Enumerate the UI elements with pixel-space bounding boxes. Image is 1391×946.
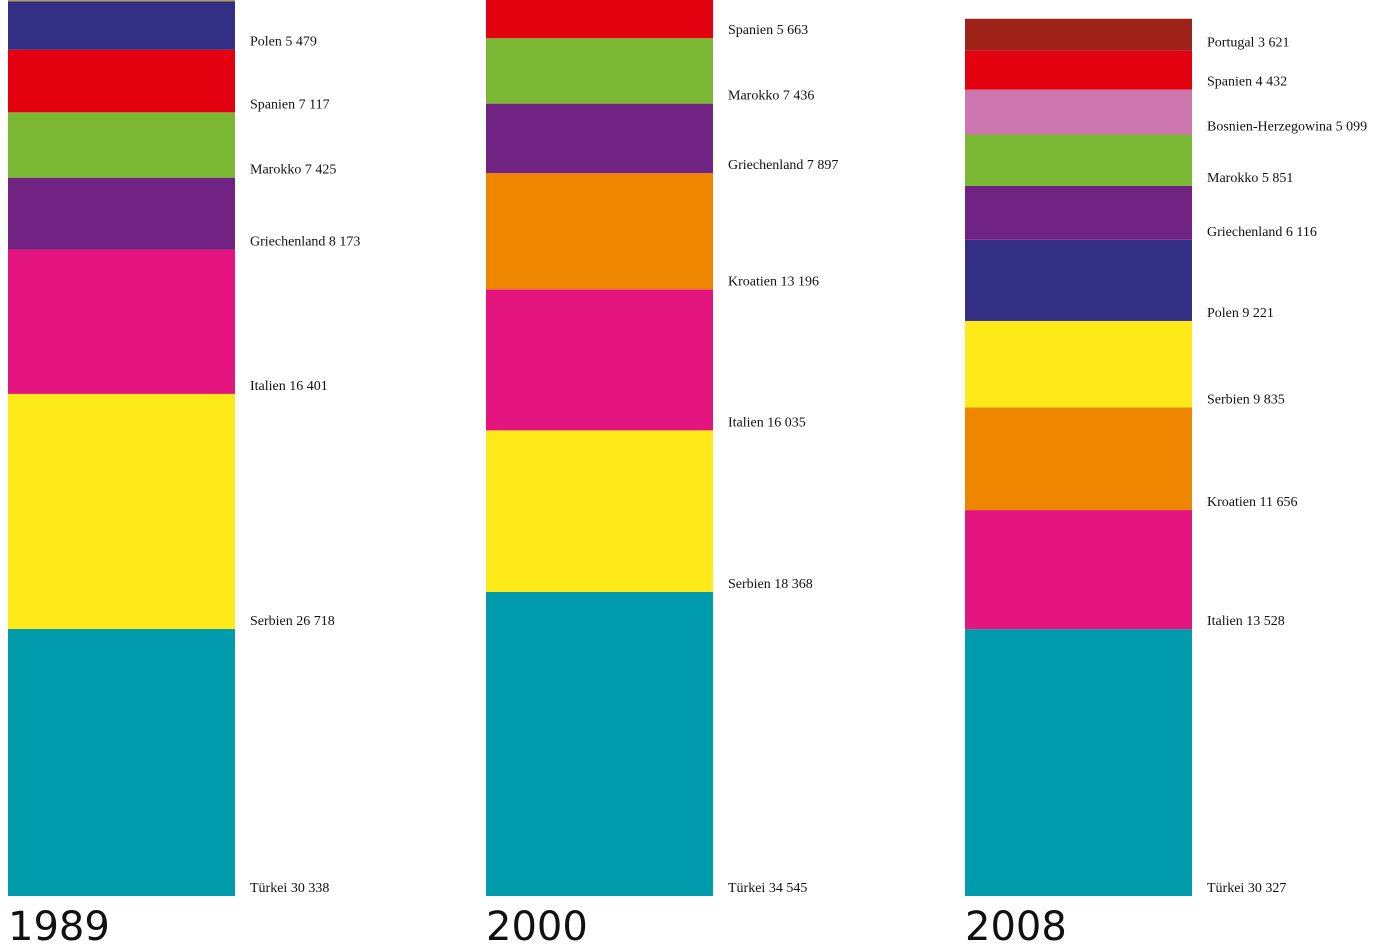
segment-label-2008-spanien: Spanien 4 432 — [1207, 75, 1287, 90]
segment-label-2000-turkei: Türkei 34 545 — [728, 881, 807, 896]
segment-2008-bosnien-herzegowina — [965, 89, 1192, 135]
segment-label-2008-bosnien-herzegowina: Bosnien-Herzegowina 5 099 — [1207, 120, 1367, 135]
segment-label-2000-kroatien: Kroatien 13 196 — [728, 274, 819, 289]
segment-2008-kroatien — [965, 407, 1192, 511]
segment-2000-spanien — [486, 0, 713, 39]
segment-1989-turkei — [8, 629, 235, 896]
bar-2008: Türkei 30 327 Italien 13 528 Kroatien 11 6… — [965, 18, 1367, 946]
segment-1989-italien — [8, 249, 235, 394]
segment-2000-italien — [486, 289, 713, 431]
segment-2008-serbien — [965, 320, 1192, 408]
segment-label-2008-portugal: Portugal 3 621 — [1207, 36, 1289, 51]
segment-label-1989-serbien: Serbien 26 718 — [250, 614, 335, 629]
segment-2008-marokko — [965, 134, 1192, 186]
segment-1989-griechenland — [8, 177, 235, 250]
segment-label-2008-turkei: Türkei 30 327 — [1207, 881, 1286, 896]
segment-1989-marokko — [8, 112, 235, 178]
segment-2000-serbien — [486, 430, 713, 593]
year-label-2000: 2000 — [486, 904, 588, 946]
segment-1989-polen — [8, 1, 235, 50]
segment-2008-griechenland — [965, 185, 1192, 240]
segment-2008-turkei — [965, 629, 1192, 896]
segment-label-2008-polen: Polen 9 221 — [1207, 306, 1274, 321]
segment-label-2000-serbien: Serbien 18 368 — [728, 577, 813, 592]
segment-label-2008-kroatien: Kroatien 11 656 — [1207, 495, 1297, 510]
segment-2000-griechenland — [486, 103, 713, 174]
bar-1989: Türkei 30 338 Serbien 26 718 Italien 16 40… — [8, 0, 360, 946]
segment-1989-serbien — [8, 393, 235, 630]
segment-label-2008-marokko: Marokko 5 851 — [1207, 171, 1293, 186]
segment-1989-iran — [8, 0, 235, 2]
segment-2008-italien — [965, 510, 1192, 630]
year-label-1989: 1989 — [8, 904, 110, 946]
segment-label-2008-serbien: Serbien 9 835 — [1207, 393, 1285, 408]
segment-label-1989-turkei: Türkei 30 338 — [250, 881, 329, 896]
year-label-2008: 2008 — [965, 904, 1067, 946]
bar-2000: Türkei 34 545 Serbien 18 368 Italien 16 03… — [486, 0, 838, 946]
segment-2008-portugal — [965, 18, 1192, 51]
segment-label-2008-griechenland: Griechenland 6 116 — [1207, 225, 1317, 240]
segment-1989-spanien — [8, 49, 235, 113]
segment-label-1989-marokko: Marokko 7 425 — [250, 163, 336, 178]
segment-2008-spanien — [965, 50, 1192, 90]
segment-2000-kroatien — [486, 173, 713, 290]
segment-2000-turkei — [486, 592, 713, 896]
segment-label-1989-italien: Italien 16 401 — [250, 379, 328, 394]
segment-label-2000-spanien: Spanien 5 663 — [728, 23, 808, 38]
segment-label-2000-marokko: Marokko 7 436 — [728, 89, 814, 104]
segment-label-1989-polen: Polen 5 479 — [250, 35, 317, 50]
segment-label-2000-griechenland: Griechenland 7 897 — [728, 158, 838, 173]
segment-label-2000-italien: Italien 16 035 — [728, 415, 806, 430]
segment-label-2008-italien: Italien 13 528 — [1207, 614, 1285, 629]
segment-label-1989-griechenland: Griechenland 8 173 — [250, 235, 360, 250]
segment-label-1989-spanien: Spanien 7 117 — [250, 97, 330, 112]
segment-2000-marokko — [486, 38, 713, 104]
segment-label-1989-iran: Iran 3 587 — [250, 0, 308, 2]
segment-2008-polen — [965, 239, 1192, 321]
